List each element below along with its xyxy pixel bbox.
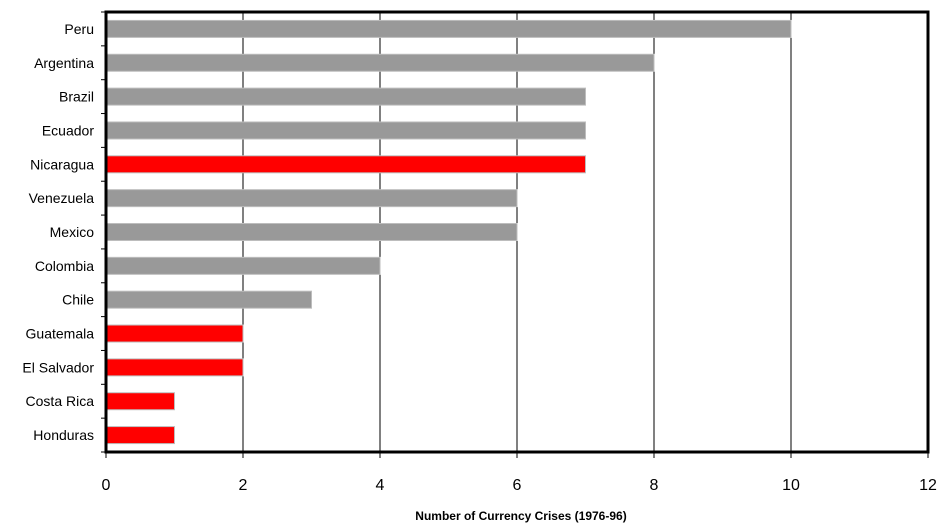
category-label: Mexico: [50, 224, 95, 240]
category-label: Argentina: [34, 55, 94, 71]
category-label: Chile: [62, 292, 94, 308]
category-label: Ecuador: [42, 122, 94, 138]
bar: [105, 53, 655, 72]
category-label: Peru: [64, 21, 94, 37]
bar: [105, 223, 518, 241]
axes: [101, 11, 929, 458]
category-label: Costa Rica: [26, 393, 95, 409]
category-label: Brazil: [59, 89, 94, 105]
x-tick-label: 2: [239, 477, 248, 494]
x-tick-label: 8: [650, 477, 659, 494]
bar: [105, 87, 586, 106]
category-labels: Peru Argentina Brazil Ecuador Nicaragua Venez…: [22, 21, 94, 443]
bar: [105, 256, 381, 275]
bar: [105, 189, 518, 208]
x-axis-title: Number of Currency Crises (1976-96): [415, 509, 626, 523]
bar: [105, 426, 175, 445]
x-tick-label: 0: [102, 477, 111, 494]
bar: [105, 121, 586, 140]
bar: [105, 392, 175, 411]
x-tick-label: 12: [919, 477, 937, 494]
x-tick-label: 10: [782, 477, 800, 494]
bar: [105, 290, 312, 309]
bar: [105, 19, 792, 38]
bar: [105, 155, 586, 174]
category-label: El Salvador: [22, 359, 94, 375]
x-tick-label: 4: [376, 477, 385, 494]
bars: [105, 19, 792, 445]
x-tick-labels: 0 2 4 6 8 10 12: [102, 477, 937, 494]
category-label: Honduras: [33, 427, 94, 443]
category-label: Venezuela: [29, 190, 95, 206]
category-label: Nicaragua: [30, 156, 94, 172]
bar: [105, 358, 244, 377]
category-label: Colombia: [35, 258, 94, 274]
x-tick-label: 6: [513, 477, 522, 494]
bar: [105, 324, 244, 343]
category-label: Guatemala: [26, 326, 95, 342]
